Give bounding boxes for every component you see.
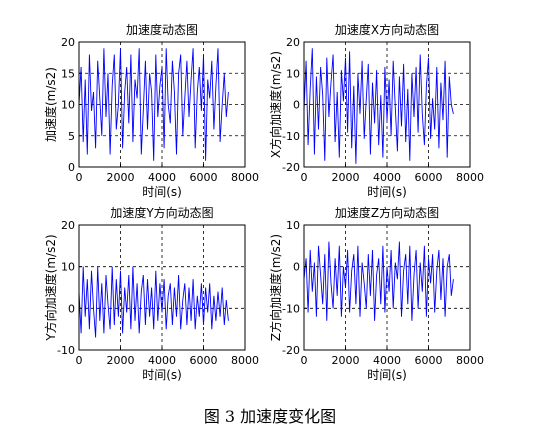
y-axis-label: 加速度(m/s2) [43,67,58,142]
x-tick-label: 8000 [231,354,259,367]
x-tick-label: 0 [301,171,308,184]
figure-caption: 图 3 加速度变化图 [203,407,337,426]
x-tick-label: 4000 [373,354,401,367]
y-tick-label: -10 [57,344,75,357]
y-tick-label: -20 [282,344,300,357]
y-tick-label: 5 [68,130,75,143]
y-tick-label: 0 [293,261,300,274]
panel-acceleration-y: 0 2000 4000 6000 8000-1001020加速度Y方向动态图时间(s)Y… [43,205,259,382]
x-tick-label: 2000 [332,171,360,184]
panel-acceleration-z: 0 2000 4000 6000 8000 -20 -10 0 10 加速度Z方向动态图时间(s)… [268,205,484,382]
y-tick-label: 10 [61,99,75,112]
x-axis-label: 时间(s) [142,185,182,199]
x-tick-label: 8000 [456,171,484,184]
x-tick-label: 4000 [148,171,176,184]
x-tick-label: 0 [76,354,83,367]
x-tick-label: 6000 [415,171,443,184]
x-tick-label: 8000 [231,171,259,184]
y-axis-label: Y方向加速度(m/s2) [43,234,58,341]
x-axis-label: 时间(s) [142,368,182,382]
x-tick-label: 0 [301,354,308,367]
x-tick-label: 4000 [373,171,401,184]
x-axis-label: 时间(s) [367,368,407,382]
chart-title: 加速度Z方向动态图 [335,205,439,220]
y-tick-label: 10 [286,219,300,232]
y-tick-label: 0 [68,302,75,315]
x-tick-label: 2000 [332,354,360,367]
x-tick-label: 2000 [107,354,135,367]
y-tick-label: 10 [286,67,300,80]
x-tick-label: 4000 [148,354,176,367]
x-tick-label: 0 [76,171,83,184]
x-tick-label: 6000 [190,354,218,367]
y-tick-label: -20 [282,161,300,174]
y-tick-label: 0 [293,99,300,112]
chart-title: 加速度Y方向动态图 [110,205,213,220]
series-line [78,266,229,338]
x-tick-label: 8000 [456,354,484,367]
y-tick-label: 20 [61,36,75,49]
y-tick-label: 20 [286,36,300,49]
y-tick-label: 0 [68,161,75,174]
x-axis-label: 时间(s) [367,185,407,199]
series-line [303,48,454,164]
series-line [303,241,454,321]
x-tick-label: 2000 [107,171,135,184]
chart-title: 加速度X方向动态图 [335,22,439,37]
x-tick-label: 6000 [415,354,443,367]
y-tick-label: 15 [61,67,75,80]
y-tick-label: 10 [61,261,75,274]
panel-acceleration-x: 0 2000 4000 6000 8000 -20 -10 0 10 20 加速度X方向动态图时间(… [268,22,484,199]
y-axis-label: X方向加速度(m/s2) [268,51,283,158]
series-line [78,48,229,161]
y-tick-label: 20 [61,219,75,232]
y-axis-label: Z方向加速度(m/s2) [268,234,283,341]
y-tick-label: -10 [282,130,300,143]
chart-title: 加速度动态图 [126,22,198,37]
y-tick-label: -10 [282,302,300,315]
x-tick-label: 6000 [190,171,218,184]
